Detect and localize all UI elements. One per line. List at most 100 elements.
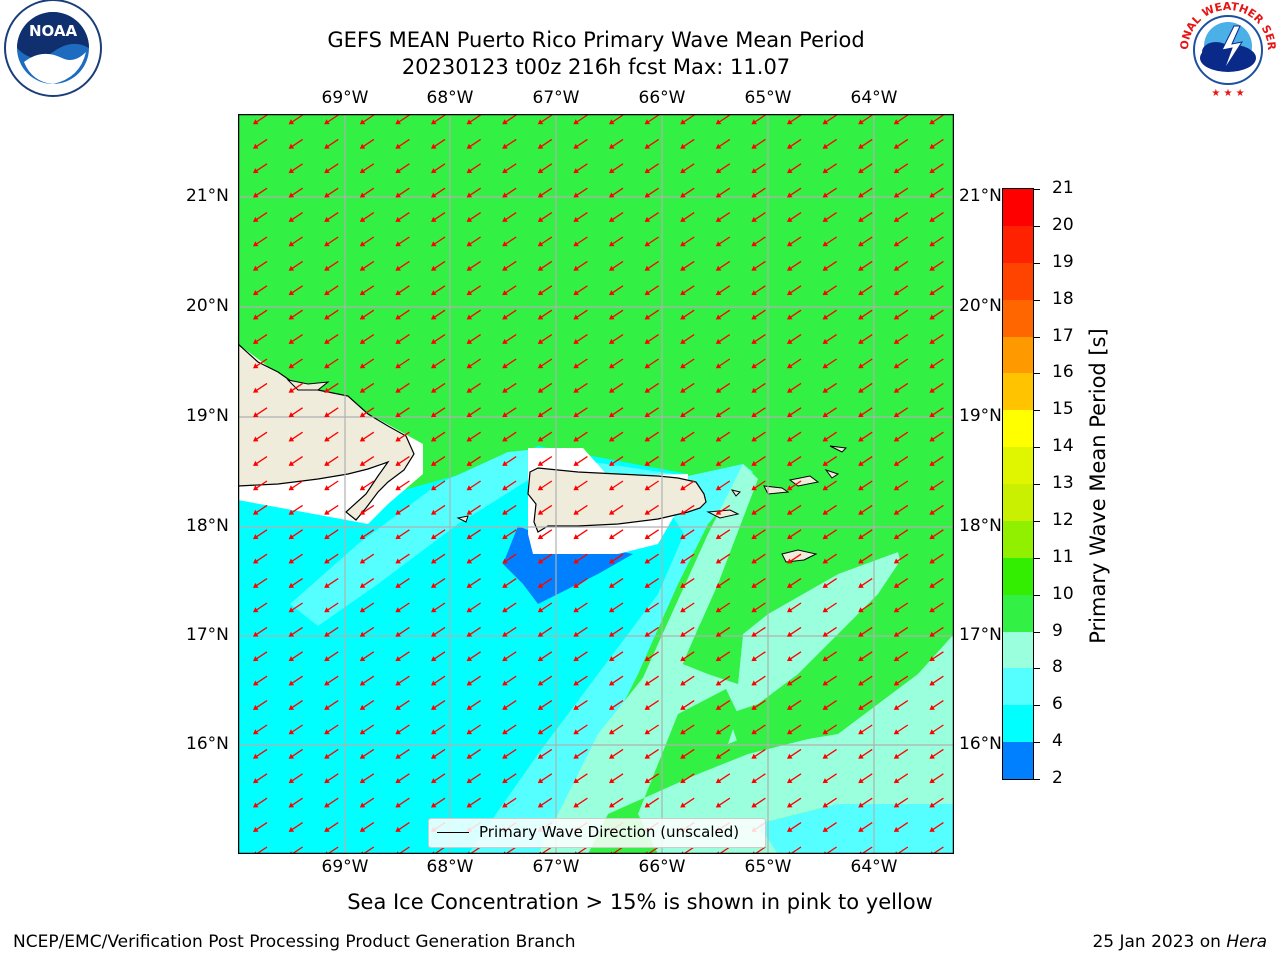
wave-direction-arrow — [431, 334, 446, 344]
colorbar — [1002, 188, 1034, 780]
wave-direction-arrow — [858, 797, 873, 808]
svg-text:★ ★ ★: ★ ★ ★ — [1211, 88, 1244, 99]
wave-direction-arrow — [359, 504, 375, 515]
wave-direction-arrow — [537, 456, 553, 466]
wave-direction-arrow — [858, 309, 873, 320]
wave-direction-arrow — [893, 578, 909, 588]
wave-direction-arrow — [288, 212, 303, 222]
wave-direction-arrow — [822, 700, 837, 710]
wave-direction-arrow — [288, 626, 303, 637]
wave-direction-arrow — [466, 138, 481, 149]
wave-direction-arrow — [929, 431, 944, 442]
wave-direction-arrow — [324, 480, 339, 491]
wave-direction-arrow — [395, 529, 410, 540]
wave-direction-arrow — [787, 114, 802, 125]
lon-label-top: 65°W — [744, 88, 792, 108]
wave-direction-arrow — [253, 626, 268, 637]
wave-direction-arrow — [359, 285, 375, 296]
lat-label-right: 16°N — [959, 734, 1002, 754]
wave-direction-arrow — [893, 260, 909, 271]
wave-direction-arrow — [822, 773, 837, 784]
wave-direction-arrow — [253, 602, 268, 613]
wave-direction-arrow — [609, 138, 624, 149]
wave-direction-arrow — [751, 382, 766, 393]
wave-direction-arrow — [431, 309, 446, 320]
wave-direction-arrow — [751, 700, 766, 710]
wave-direction-arrow — [893, 163, 909, 174]
wave-direction-arrow — [929, 675, 944, 686]
wave-direction-arrow — [787, 358, 802, 369]
wave-direction-arrow — [573, 212, 588, 222]
wave-direction-arrow — [431, 797, 446, 808]
wave-direction-arrow — [395, 309, 410, 320]
colorbar-tick-mark — [1034, 262, 1040, 264]
wave-direction-arrow — [751, 797, 766, 808]
wave-direction-arrow — [644, 504, 659, 515]
wave-direction-arrow — [395, 138, 410, 149]
wave-direction-arrow — [253, 480, 268, 491]
wave-direction-arrow — [359, 382, 375, 393]
colorbar-tick-mark — [1034, 631, 1040, 633]
wave-direction-arrow — [893, 626, 909, 637]
wave-direction-arrow — [715, 651, 731, 662]
colorbar-tick-mark — [1034, 557, 1040, 559]
wave-direction-arrow — [537, 407, 553, 418]
wave-direction-arrow — [858, 724, 873, 735]
wave-direction-arrow — [929, 578, 944, 588]
map-frame — [238, 114, 954, 854]
wave-direction-arrow — [609, 382, 624, 393]
wave-direction-arrow — [609, 456, 624, 466]
wave-direction-arrow — [537, 260, 553, 271]
wave-direction-arrow — [893, 309, 909, 320]
wave-direction-arrow — [929, 773, 944, 784]
wave-direction-arrow — [644, 529, 659, 540]
wave-direction-arrow — [359, 700, 375, 710]
wave-direction-arrow — [288, 504, 303, 515]
footer-host: Hera — [1226, 932, 1267, 952]
wave-direction-arrow — [644, 797, 659, 808]
wave-direction-arrow — [822, 163, 837, 174]
wave-direction-arrow — [787, 187, 802, 198]
wave-direction-arrow — [288, 431, 303, 442]
wave-direction-arrow — [822, 822, 837, 832]
wave-direction-arrow — [573, 309, 588, 320]
wave-direction-arrow — [395, 260, 410, 271]
wave-direction-arrow — [858, 553, 873, 564]
wave-direction-arrow — [751, 529, 766, 540]
wave-direction-arrow — [537, 285, 553, 296]
wave-direction-arrow — [644, 553, 659, 564]
wave-direction-arrow — [253, 138, 268, 149]
wave-direction-arrow — [751, 602, 766, 613]
wave-direction-arrow — [431, 431, 446, 442]
wave-direction-arrow — [822, 309, 837, 320]
wave-direction-arrow — [253, 114, 268, 125]
wave-direction-arrow — [253, 236, 268, 247]
wave-direction-arrow — [395, 480, 410, 491]
colorbar-cell — [1003, 410, 1033, 448]
wave-direction-arrow — [929, 382, 944, 393]
wave-direction-arrow — [324, 553, 339, 564]
wave-direction-arrow — [787, 480, 802, 491]
wave-direction-arrow — [359, 138, 375, 149]
wave-direction-arrow — [929, 334, 944, 344]
wave-direction-arrow — [573, 407, 588, 418]
wave-direction-arrow — [644, 309, 659, 320]
wave-direction-arrow — [431, 138, 446, 149]
wave-direction-arrow — [288, 724, 303, 735]
wave-direction-arrow — [431, 504, 446, 515]
wave-direction-arrow — [893, 236, 909, 247]
wave-direction-arrow — [395, 602, 410, 613]
graticule — [238, 114, 954, 854]
wave-direction-arrow — [609, 651, 624, 662]
wave-direction-arrow — [644, 578, 659, 588]
wave-direction-arrow — [395, 553, 410, 564]
wave-direction-arrow — [431, 675, 446, 686]
wave-direction-arrow — [324, 163, 339, 174]
wave-direction-arrow — [609, 504, 624, 515]
wave-direction-arrow — [893, 285, 909, 296]
wave-direction-arrow — [787, 334, 802, 344]
wave-direction-arrow — [253, 309, 268, 320]
wave-direction-arrow — [787, 382, 802, 393]
wave-direction-arrow — [537, 529, 553, 540]
lat-label-right: 21°N — [959, 186, 1002, 206]
